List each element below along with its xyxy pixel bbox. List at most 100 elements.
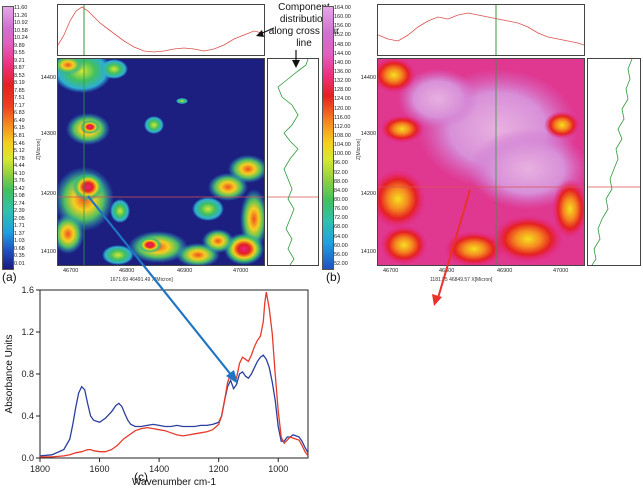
y-tick-label: 0.8 bbox=[21, 369, 34, 379]
colorbar-tick-label: 8.19 bbox=[14, 80, 25, 87]
panel-b-label: (b) bbox=[326, 270, 341, 284]
colorbar-tick-label: 2.74 bbox=[14, 200, 25, 207]
x-tick-label: 1200 bbox=[209, 464, 229, 474]
colorbar-tick-label: 5.12 bbox=[14, 148, 25, 155]
colorbar-tick-label: 56.00 bbox=[334, 251, 348, 258]
colorbar-tick-label: 0.35 bbox=[14, 253, 25, 260]
map-b-ylabel: Z[Micron] bbox=[356, 139, 362, 160]
colorbar-tick-label: 2.39 bbox=[14, 208, 25, 215]
x-tick-label: 1000 bbox=[268, 464, 288, 474]
colorbar-tick-label: 124.00 bbox=[334, 96, 351, 103]
colorbar-tick-label: 6.83 bbox=[14, 110, 25, 117]
colorbar-tick-label: 6.15 bbox=[14, 125, 25, 132]
colorbar-tick-label: 1.37 bbox=[14, 230, 25, 237]
map-y-tick-label: 14400 bbox=[360, 75, 376, 81]
colorbar-tick-label: 112.00 bbox=[334, 123, 351, 130]
annotation-arrowhead-left bbox=[256, 30, 264, 37]
spectrum-chart: 0.0 0.4 0.8 1.2 1.6 1800 1600 1400 1200 1000 Waven… bbox=[4, 285, 309, 488]
map-y-tick-label: 14200 bbox=[360, 191, 376, 197]
map-b-x-readout: 1181.95 46849.57 X[Micron] bbox=[430, 277, 493, 283]
colorbar-tick-label: 100.00 bbox=[334, 151, 351, 158]
y-tick-label: 1.2 bbox=[21, 327, 34, 337]
colorbar-tick-label: 72.00 bbox=[334, 215, 348, 222]
colorbar-tick-label: 132.00 bbox=[334, 78, 351, 85]
colorbar-tick-label: 11.26 bbox=[14, 12, 28, 19]
colorbar-tick-label: 4.44 bbox=[14, 163, 25, 170]
colorbar-tick-label: 6.49 bbox=[14, 117, 25, 124]
colorbar-tick-label: 96.00 bbox=[334, 160, 348, 167]
map-y-tick-label: 14100 bbox=[40, 249, 56, 255]
annotation-arrows bbox=[256, 27, 300, 68]
colorbar-tick-label: 10.92 bbox=[14, 20, 28, 27]
x-tick-label: 1800 bbox=[30, 464, 50, 474]
colorbar-tick-label: 0.01 bbox=[14, 261, 25, 267]
x-tick-label: 1600 bbox=[90, 464, 110, 474]
y-tick-label: 0.4 bbox=[21, 411, 34, 421]
colorbar-tick-label: 9.89 bbox=[14, 42, 25, 49]
cross-hair-annotation: Component distribution along cross hair … bbox=[268, 2, 340, 49]
map-b-right-trace bbox=[591, 58, 633, 266]
map-a-top-trace bbox=[57, 6, 263, 53]
map-a-heatmap bbox=[58, 59, 264, 265]
panel-a-label: (a) bbox=[2, 270, 17, 284]
colorbar-tick-label: 60.00 bbox=[334, 242, 348, 249]
map-y-tick-label: 14300 bbox=[40, 131, 56, 137]
colorbar-tick-label: 1.03 bbox=[14, 238, 25, 245]
map-x-tick-label: 46700 bbox=[383, 268, 399, 274]
colorbar-tick-label: 80.00 bbox=[334, 197, 348, 203]
annotation-arrowhead-down bbox=[292, 60, 300, 68]
map-b-top-trace bbox=[377, 12, 585, 46]
colorbar-tick-label: 104.00 bbox=[334, 142, 351, 149]
map-b-image[interactable] bbox=[377, 58, 585, 266]
colorbar-tick-label: 3.76 bbox=[14, 178, 25, 185]
colorbar-tick-label: 7.85 bbox=[14, 87, 25, 94]
colorbar-tick-label: 84.00 bbox=[334, 187, 348, 194]
colorbar-tick-label: 10.24 bbox=[14, 35, 28, 42]
colorbar-tick-label: 128.00 bbox=[334, 87, 351, 94]
map-x-tick-label: 46900 bbox=[497, 268, 513, 274]
y-axis-label: Absorbance Units bbox=[4, 335, 15, 414]
map-y-tick-label: 14200 bbox=[40, 191, 56, 197]
map-a-yticks: 14400 14300 14200 14100 bbox=[38, 58, 56, 266]
colorbar-tick-label: 5.81 bbox=[14, 133, 25, 139]
map-y-tick-label: 14100 bbox=[360, 249, 376, 255]
map-b-xticks: 46700 46800 46900 47000 bbox=[377, 268, 585, 276]
colorbar-tick-label: 3.42 bbox=[14, 185, 25, 192]
red-series-line bbox=[40, 291, 309, 458]
map-a-right-trace bbox=[277, 58, 309, 266]
colorbar-tick-label: 92.00 bbox=[334, 169, 348, 176]
colorbar-tick-label: 0.68 bbox=[14, 245, 25, 252]
map-x-tick-label: 47000 bbox=[553, 268, 569, 274]
map-b-colorbar bbox=[322, 6, 334, 270]
map-b-right-profile bbox=[587, 58, 641, 266]
map-a-colorbar bbox=[2, 6, 14, 270]
colorbar-tick-label: 5.46 bbox=[14, 140, 25, 147]
colorbar-tick-label: 160.00 bbox=[334, 14, 351, 21]
panel-c-label: (c) bbox=[134, 470, 148, 484]
colorbar-tick-label: 9.55 bbox=[14, 50, 25, 57]
colorbar-tick-label: 4.10 bbox=[14, 170, 25, 177]
y-tick-label: 1.6 bbox=[21, 285, 34, 295]
x-tick-label: 1400 bbox=[149, 464, 169, 474]
map-a-top-profile bbox=[57, 4, 265, 56]
map-a-image[interactable] bbox=[57, 58, 265, 266]
colorbar-tick-label: 2.05 bbox=[14, 215, 25, 222]
map-a-top-profile-plot bbox=[57, 5, 263, 55]
colorbar-tick-label: 152.00 bbox=[334, 32, 351, 39]
map-a-xticks: 46700 46800 46900 47000 bbox=[57, 268, 265, 276]
colorbar-tick-label: 64.00 bbox=[334, 233, 348, 240]
y-tick-label: 0.0 bbox=[21, 453, 34, 463]
colorbar-tick-label: 4.78 bbox=[14, 155, 25, 162]
map-b-heatmap bbox=[378, 59, 584, 265]
colorbar-tick-label: 68.00 bbox=[334, 224, 348, 231]
colorbar-tick-label: 140.00 bbox=[334, 59, 351, 66]
map-b-yticks: 14400 14300 14200 14100 bbox=[358, 58, 376, 266]
map-b-panel: 164.00 160.00 156.00 152.00 148.00 144.00 140.… bbox=[322, 0, 643, 290]
map-x-tick-label: 46700 bbox=[63, 268, 79, 274]
map-a-ylabel: Z[Micron] bbox=[36, 139, 42, 160]
colorbar-tick-label: 9.21 bbox=[14, 57, 25, 64]
colorbar-tick-label: 148.00 bbox=[334, 41, 351, 48]
red-link-arrowhead bbox=[432, 294, 442, 306]
map-b-right-profile-plot bbox=[588, 58, 640, 266]
colorbar-tick-label: 156.00 bbox=[334, 23, 351, 30]
